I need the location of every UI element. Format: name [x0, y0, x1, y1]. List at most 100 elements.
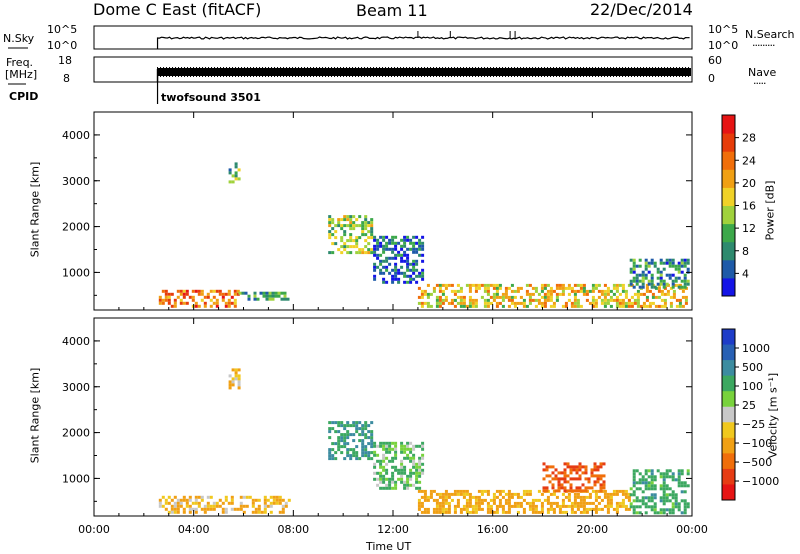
echo-cell	[591, 301, 595, 305]
echo-cell	[534, 286, 538, 290]
echo-cell	[265, 297, 269, 301]
echo-cell	[253, 291, 257, 295]
echo-cell	[379, 259, 383, 263]
echo-cell	[593, 480, 597, 484]
echo-cell	[263, 501, 267, 505]
echo-cell	[504, 498, 508, 502]
echo-cell	[328, 421, 332, 425]
echo-cell	[507, 304, 511, 308]
echo-cell	[432, 498, 436, 502]
echo-cell	[376, 459, 380, 463]
echo-cell	[662, 267, 666, 271]
echo-cell	[209, 507, 213, 511]
echo-cell	[400, 247, 404, 251]
echo-cell	[406, 256, 410, 260]
echo-cell	[498, 301, 502, 305]
echo-cell	[227, 301, 231, 305]
echo-cell	[615, 510, 619, 514]
echo-cell	[346, 451, 350, 455]
echo-cell	[334, 451, 338, 455]
echo-cell	[668, 258, 672, 262]
echo-cell	[391, 235, 395, 239]
echo-cell	[456, 498, 460, 502]
echo-cell	[218, 289, 222, 293]
echo-cell	[453, 304, 457, 308]
echo-cell	[364, 215, 368, 219]
echo-cell	[382, 474, 386, 478]
echo-cell	[388, 271, 392, 275]
echo-cell	[420, 504, 424, 508]
echo-cell	[391, 241, 395, 245]
echo-cell	[591, 501, 595, 505]
echo-cell	[686, 282, 690, 286]
echo-cell	[659, 279, 663, 283]
echo-cell	[228, 386, 232, 390]
echo-cell	[361, 230, 365, 234]
echo-cell	[256, 297, 260, 301]
echo-cell	[612, 507, 616, 511]
echo-cell	[355, 218, 359, 222]
echo-cell	[618, 304, 622, 308]
echo-cell	[662, 490, 666, 494]
echo-cell	[257, 510, 261, 514]
echo-cell	[197, 292, 201, 296]
echo-cell	[343, 224, 347, 228]
echo-cell	[555, 286, 559, 290]
echo-cell	[545, 489, 549, 493]
echo-cell	[591, 507, 595, 511]
echo-cell	[361, 427, 365, 431]
echo-cell	[158, 298, 162, 302]
echo-cell	[596, 480, 600, 484]
echo-cell	[513, 492, 517, 496]
echo-cell	[191, 501, 195, 505]
echo-cell	[581, 489, 585, 493]
echo-cell	[624, 489, 628, 493]
echo-cell	[684, 301, 688, 305]
echo-cell	[391, 280, 395, 284]
echo-cell	[489, 283, 493, 287]
echo-cell	[444, 498, 448, 502]
echo-cell	[609, 492, 613, 496]
echo-cell	[158, 295, 162, 299]
echo-cell	[486, 289, 490, 293]
echo-cell	[597, 289, 601, 293]
echo-cell	[409, 471, 413, 475]
echo-cell	[569, 486, 573, 490]
echo-cell	[415, 480, 419, 484]
echo-cell	[230, 507, 234, 511]
echo-cell	[486, 286, 490, 290]
echo-cell	[228, 168, 232, 172]
echo-cell	[525, 283, 529, 287]
echo-cell	[624, 292, 628, 296]
echo-cell	[510, 298, 514, 302]
echo-cell	[635, 279, 639, 283]
echo-cell	[224, 301, 228, 305]
echo-cell	[665, 508, 669, 512]
echo-cell	[370, 248, 374, 252]
echo-cell	[400, 459, 404, 463]
echo-cell	[376, 265, 380, 269]
echo-cell	[228, 180, 232, 184]
echo-cell	[545, 468, 549, 472]
echo-cell	[334, 421, 338, 425]
echo-cell	[429, 492, 433, 496]
echo-cell	[388, 238, 392, 242]
echo-cell	[549, 492, 553, 496]
echo-cell	[346, 215, 350, 219]
echo-cell	[686, 502, 690, 506]
echo-cell	[423, 507, 427, 511]
echo-cell	[394, 235, 398, 239]
echo-cell	[167, 298, 171, 302]
echo-cell	[444, 510, 448, 514]
echo-cell	[179, 504, 183, 508]
echo-cell	[489, 504, 493, 508]
noise-trace	[156, 36, 690, 49]
echo-cell	[328, 224, 332, 228]
echo-cell	[281, 498, 285, 502]
echo-cell	[572, 489, 576, 493]
echo-cell	[468, 298, 472, 302]
echo-cell	[648, 301, 652, 305]
colorbar-tick-label: 100	[742, 380, 763, 393]
echo-cell	[176, 507, 180, 511]
echo-cell	[669, 295, 673, 299]
